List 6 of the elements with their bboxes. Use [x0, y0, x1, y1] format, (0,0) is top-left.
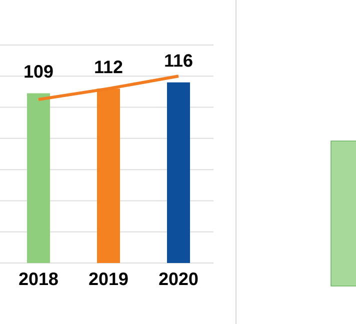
data-label: 116 [165, 54, 192, 67]
data-label: 109 [24, 65, 53, 78]
data-label: 112 [95, 60, 122, 74]
x-tick-label: 2020 [159, 272, 198, 286]
x-tick-label: 2018 [19, 272, 58, 286]
x-tick-label: 2019 [89, 272, 128, 286]
